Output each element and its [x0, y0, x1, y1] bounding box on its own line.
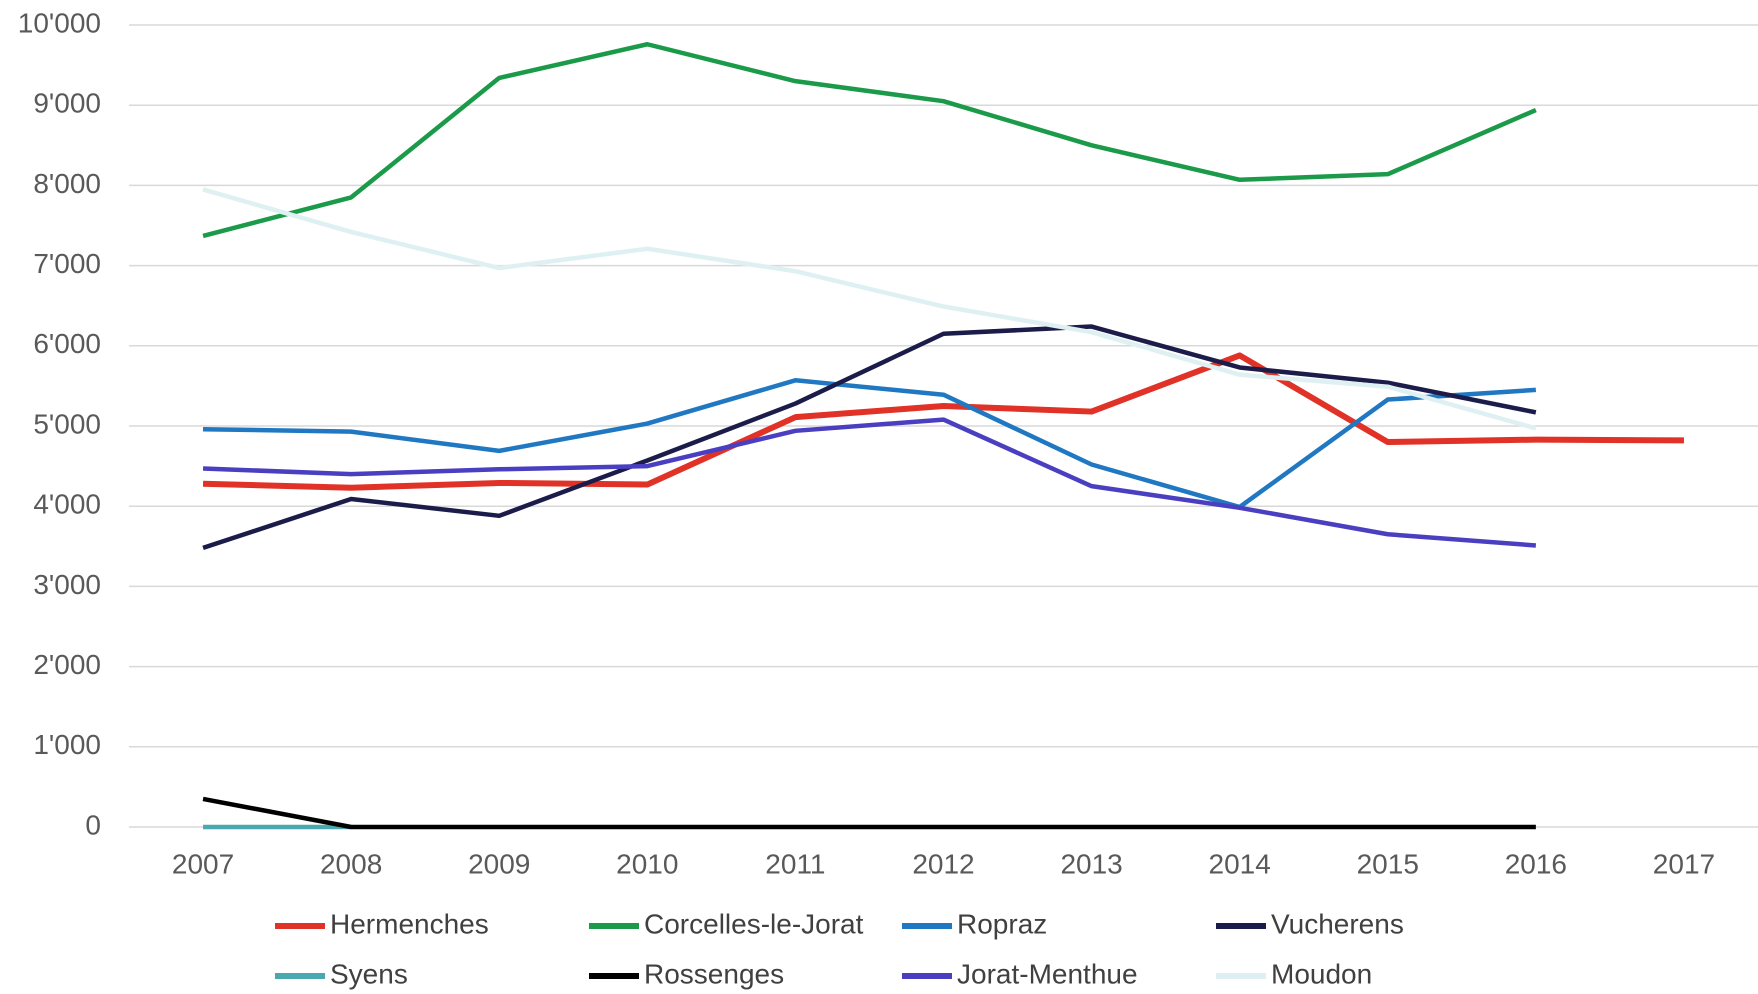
legend-label: Hermenches — [330, 908, 489, 939]
x-tick-label: 2015 — [1357, 848, 1419, 879]
y-tick-label: 8'000 — [33, 168, 101, 199]
x-tick-label: 2012 — [912, 848, 974, 879]
y-tick-label: 1'000 — [33, 729, 101, 760]
x-tick-label: 2008 — [320, 848, 382, 879]
x-tick-label: 2014 — [1209, 848, 1271, 879]
legend: Hermenches Corcelles-le-Jorat Ropraz Vucher… — [275, 908, 1404, 989]
y-tick-label: 2'000 — [33, 649, 101, 680]
series-line — [202, 324, 1537, 551]
x-tick-label: 2007 — [172, 848, 234, 879]
x-tick-label: 2016 — [1505, 848, 1567, 879]
y-tick-label: 6'000 — [33, 328, 101, 359]
y-tick-label: 7'000 — [33, 248, 101, 279]
x-tick-label: 2011 — [765, 848, 825, 879]
y-tick-label: 10'000 — [18, 7, 101, 38]
y-tick-label: 0 — [85, 809, 101, 840]
series-line — [202, 187, 1537, 431]
series-line — [202, 417, 1537, 548]
x-tick-label: 2017 — [1653, 848, 1715, 879]
x-tick-label: 2013 — [1060, 848, 1122, 879]
y-tick-label: 9'000 — [33, 88, 101, 119]
y-tick-label: 5'000 — [33, 408, 101, 439]
series-line — [202, 796, 1536, 830]
series-line — [202, 352, 1684, 491]
y-tick-label: 3'000 — [33, 569, 101, 600]
x-tick-label: 2010 — [616, 848, 678, 879]
legend-label: Rossenges — [644, 958, 784, 989]
legend-label: Vucherens — [1271, 908, 1404, 939]
series-line — [202, 41, 1537, 239]
legend-label: Ropraz — [957, 908, 1047, 939]
legend-label: Corcelles-le-Jorat — [644, 908, 864, 939]
y-tick-label: 4'000 — [33, 489, 101, 520]
series-line — [203, 378, 1537, 510]
legend-label: Jorat-Menthue — [957, 958, 1138, 989]
legend-label: Syens — [330, 958, 408, 989]
x-tick-label: 2009 — [468, 848, 530, 879]
legend-label: Moudon — [1271, 958, 1372, 989]
grid — [129, 24, 1758, 828]
